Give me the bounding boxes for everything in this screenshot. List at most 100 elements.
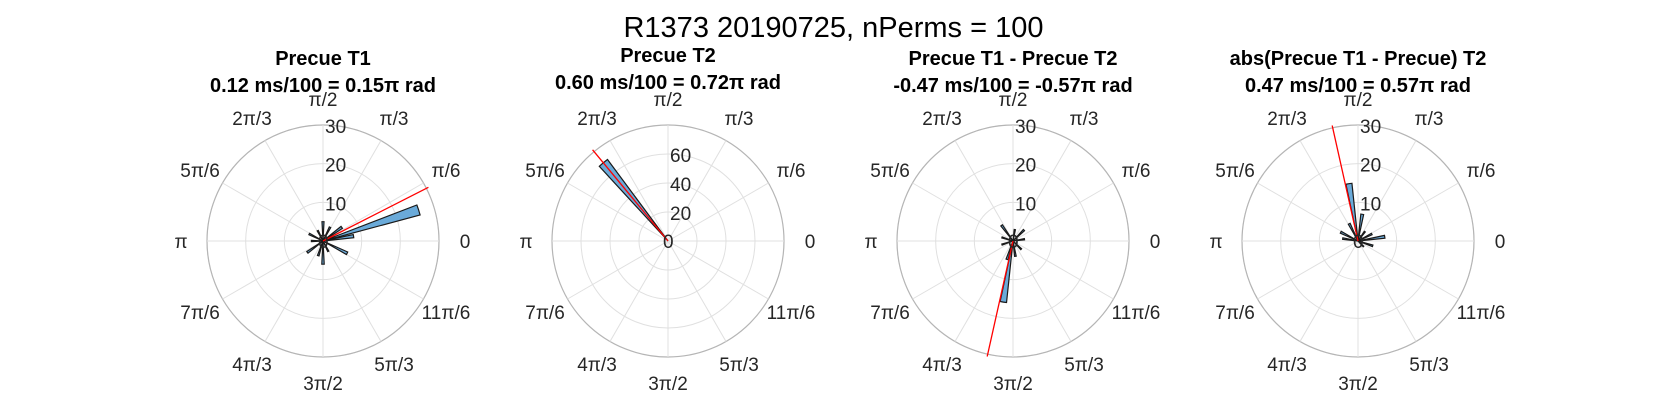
grid-spoke [667,182,769,242]
plot-title: Precue T1 [275,48,371,70]
histogram-bin [305,240,324,255]
histogram-bin [1001,236,1014,242]
grid-spoke [264,140,324,242]
angle-tick-label: 7π/6 [1215,303,1255,324]
grid-spoke [609,140,669,242]
angle-tick-label: π/3 [725,109,754,130]
histogram-bin [1012,237,1026,242]
angle-tick-label: 11π/6 [422,303,471,324]
histogram-bin [1001,240,1014,246]
grid-spoke [1012,240,1072,342]
mean-direction-line [592,149,669,242]
grid-spoke [667,240,769,300]
angle-tick-label: π/2 [1344,90,1373,111]
histogram-bin [322,225,344,242]
plot-subtitle: 0.12 ms/100 = 0.15π rad [210,75,436,97]
radial-tick-label: 0 [663,232,674,253]
radial-tick-label: 0 [1008,232,1019,253]
angle-tick-label: π/2 [309,90,338,111]
angle-tick-label: 2π/3 [922,109,962,130]
plot-title: Precue T1 - Precue T2 [909,48,1118,70]
polar-plot-2: Precue T2 0.60 ms/100 = 0.72π rad 20 40 60 0 0… [519,45,815,395]
histogram-bin [1012,228,1026,242]
radial-tick-label: 30 [1015,117,1036,138]
angle-tick-label: 2π/3 [1267,109,1307,130]
histogram-bin [1357,232,1373,242]
histogram-bin [316,229,324,242]
radial-tick-label: 60 [670,146,691,167]
radial-tick-label: 0 [318,232,329,253]
grid-spoke [1357,140,1417,242]
angle-tick-label: π/3 [1070,109,1099,130]
angle-tick-label: 5π/6 [870,161,910,182]
angle-tick-label: π [864,232,877,253]
polar-plot-3: Precue T1 - Precue T2 -0.47 ms/100 = -0.5… [864,48,1160,395]
angle-tick-label: 5π/6 [525,161,565,182]
angle-tick-label: 5π/3 [374,355,414,376]
angle-tick-label: 3π/2 [648,374,688,395]
angle-tick-label: 0 [460,232,471,253]
angle-tick-label: 5π/3 [719,355,759,376]
grid-spoke [567,240,669,300]
grid-spoke [322,140,382,242]
angle-tick-label: 7π/6 [180,303,220,324]
angle-tick-label: π/6 [776,161,805,182]
angle-tick-label: 11π/6 [767,303,816,324]
plot-title: Precue T2 [620,45,716,67]
histogram-bin [322,226,332,242]
angle-tick-label: π [1209,232,1222,253]
radial-tick-label: 20 [325,156,346,177]
radial-tick-label: 30 [1360,117,1381,138]
grid-spoke [1257,240,1359,300]
grid-spoke [609,240,669,342]
histogram-bin [1012,228,1017,242]
histogram-bin [1357,240,1365,248]
angle-tick-label: 4π/3 [922,355,962,376]
angle-tick-label: 2π/3 [577,109,617,130]
angle-tick-label: 11π/6 [1112,303,1161,324]
angle-tick-label: π [174,232,187,253]
histogram-bin [1357,213,1365,242]
histogram-bin [322,233,355,242]
angle-tick-label: 5π/3 [1064,355,1104,376]
angle-tick-label: 11π/6 [1457,303,1506,324]
angle-tick-label: π/6 [431,161,460,182]
plot-subtitle: -0.47 ms/100 = -0.57π rad [893,75,1132,97]
angle-tick-label: π/3 [1415,109,1444,130]
radial-tick-label: 40 [670,175,691,196]
angle-tick-label: 5π/6 [1215,161,1255,182]
polar-plot-4: abs(Precue T1 - Precue) T2 0.47 ms/100 = … [1209,48,1505,395]
mean-direction-line [1331,125,1359,242]
angle-tick-label: 0 [1495,232,1506,253]
histogram-bin [1341,237,1359,242]
angle-tick-label: 4π/3 [1267,355,1307,376]
grid-spoke [1357,182,1459,242]
angle-tick-label: π [519,232,532,253]
histogram-bin [321,240,325,265]
radial-tick-label: 20 [1015,156,1036,177]
angle-tick-label: 5π/6 [180,161,220,182]
angle-tick-label: 3π/2 [993,374,1033,395]
histogram-bin [1357,230,1367,242]
angle-tick-label: 0 [1150,232,1161,253]
grid-spoke [322,240,382,342]
grid-spoke [222,240,324,300]
plot-title: abs(Precue T1 - Precue) T2 [1230,48,1487,70]
grid-spoke [264,240,324,342]
histogram-bin [322,240,330,253]
angle-tick-label: 7π/6 [525,303,565,324]
histogram-bin [1012,240,1023,251]
angle-tick-label: π/2 [654,90,683,111]
mean-direction-line [322,186,429,242]
angle-tick-label: 0 [805,232,816,253]
grid-spoke [912,240,1014,300]
histogram-bin [1339,230,1359,242]
polar-plot-1: Precue T1 0.12 ms/100 = 0.15π rad 10 20 30 0 0… [174,48,470,395]
angle-tick-label: π/2 [999,90,1028,111]
histogram-bin [1012,240,1017,258]
mean-direction-line [986,240,1014,357]
angle-tick-label: 7π/6 [870,303,910,324]
figure-title: R1373 20190725, nPerms = 100 [623,12,1044,44]
grid-spoke [912,182,1014,242]
